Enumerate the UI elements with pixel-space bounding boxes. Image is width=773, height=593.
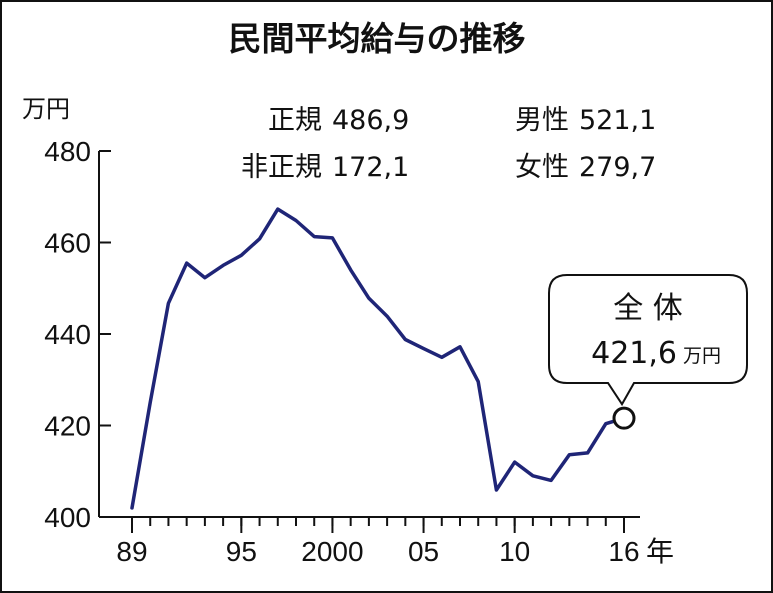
y-tick-label: 440 [44,319,91,350]
callout-title: 全 体 [613,291,683,326]
y-tick-label: 460 [44,228,91,259]
y-tick-label: 480 [44,136,91,167]
legend-male-label: 男性 [515,105,569,136]
latest-point-marker [612,406,636,430]
chart-title: 民間平均給与の推移 [229,19,526,58]
y-axis-unit: 万円 [22,95,70,123]
legend-regular-label: 正規 [268,105,322,136]
total-callout: 全 体 421,6 万円 [548,274,748,407]
callout-bubble [548,274,748,407]
average-salary-line [130,207,626,510]
y-tick-label: 420 [44,411,91,442]
callout-value: 421,6 [591,336,677,371]
y-tick-labels: 400 420 440 460 480 [44,136,91,533]
x-tick-label: 89 [116,536,147,567]
x-tick-labels: 89 95 2000 05 10 16 [116,536,639,567]
y-tick-label: 400 [44,502,91,533]
x-tick-label: 2000 [301,536,363,567]
x-tick-label: 16 [608,536,639,567]
x-tick-label: 95 [226,536,257,567]
axes [98,150,640,533]
x-axis-year-suffix: 年 [646,536,674,567]
legend-regular-value: 486,9 [332,105,409,136]
legend-female-label: 女性 [515,152,569,183]
callout-unit: 万円 [683,345,721,367]
x-tick-label: 10 [499,536,530,567]
series-layer [130,207,626,510]
legend-male-value: 521,1 [579,105,656,136]
x-tick-label: 05 [408,536,439,567]
legend-nonregular-value: 172,1 [332,152,409,183]
legend-female-value: 279,7 [579,152,656,183]
legend-nonregular-label: 非正規 [241,152,322,183]
